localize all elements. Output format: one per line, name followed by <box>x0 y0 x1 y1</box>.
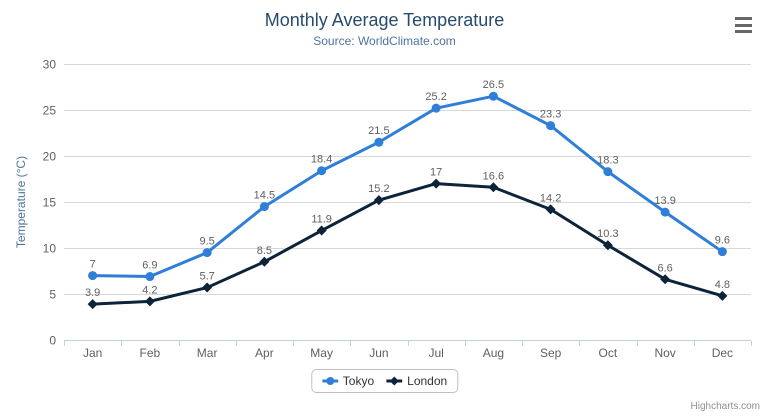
y-axis-tick-label: 15 <box>43 196 57 210</box>
legend-label-tokyo: Tokyo <box>342 374 375 388</box>
series-london: 3.9 4.2 5.7 8.5 11.9 15.2 17 16.6 14.2 10.3 6.6 4.8 <box>85 167 730 310</box>
data-label: 9.6 <box>715 235 730 247</box>
x-axis-tick-label: Jun <box>369 346 388 360</box>
data-label: 18.4 <box>311 154 332 166</box>
point-london-jul[interactable] <box>431 178 442 189</box>
x-axis-tick-label: Oct <box>599 346 618 360</box>
point-london-jan[interactable] <box>87 299 98 310</box>
point-tokyo-nov[interactable] <box>660 207 670 217</box>
data-label: 23.3 <box>540 109 561 121</box>
data-label: 18.3 <box>597 155 618 167</box>
series-line-tokyo[interactable] <box>92 94 724 279</box>
y-axis-tick-label: 30 <box>43 58 57 72</box>
data-label: 6.9 <box>142 260 157 272</box>
x-axis-tick-label: Nov <box>654 346 675 360</box>
legend-diamond-icon <box>386 376 403 386</box>
point-london-feb[interactable] <box>144 296 155 307</box>
data-label: 13.9 <box>654 195 675 207</box>
hamburger-icon-bar <box>735 30 752 33</box>
chart-context-menu-button[interactable] <box>733 16 754 34</box>
y-axis-title: Temperature (°C) <box>14 156 28 248</box>
x-axis-tick-label: Jan <box>83 346 102 360</box>
data-label: 6.6 <box>657 262 672 274</box>
y-axis-tick-label: 0 <box>49 334 56 348</box>
point-tokyo-aug[interactable] <box>488 91 498 101</box>
data-label: 8.5 <box>257 245 272 257</box>
data-label: 25.2 <box>425 91 446 103</box>
point-london-mar[interactable] <box>202 282 213 293</box>
y-axis-tick-label: 25 <box>43 104 57 118</box>
legend: Tokyo London <box>310 369 459 393</box>
data-label: 26.5 <box>483 79 504 91</box>
legend-item-tokyo[interactable]: Tokyo <box>321 374 375 388</box>
x-axis-tick-label: Aug <box>483 346 504 360</box>
point-tokyo-jul[interactable] <box>431 103 441 113</box>
x-axis-tick-label: Feb <box>140 346 161 360</box>
data-label: 7 <box>90 259 96 271</box>
point-tokyo-sep[interactable] <box>546 121 556 131</box>
x-axis-tick-label: Sep <box>540 346 562 360</box>
series-line-london[interactable] <box>92 182 723 306</box>
data-label: 17 <box>430 167 442 179</box>
x-axis-tick-label: Apr <box>255 346 274 360</box>
point-tokyo-may[interactable] <box>317 166 327 176</box>
x-axis-tick-label: May <box>310 346 333 360</box>
y-axis-tick-label: 10 <box>43 242 57 256</box>
data-label: 16.6 <box>483 170 504 182</box>
data-label: 3.9 <box>85 287 100 299</box>
data-label: 9.5 <box>199 236 214 248</box>
x-axis-tick-label: Mar <box>197 346 218 360</box>
legend-circle-icon <box>321 377 338 385</box>
hamburger-icon-bar <box>735 23 752 27</box>
point-london-apr[interactable] <box>259 256 270 267</box>
point-tokyo-mar[interactable] <box>202 248 212 258</box>
y-axis-tick-label: 5 <box>49 288 56 302</box>
point-london-jun[interactable] <box>373 195 384 206</box>
credits-link[interactable]: Highcharts.com <box>690 401 760 412</box>
x-axis-tick-label: Dec <box>712 346 733 360</box>
data-label: 10.3 <box>597 228 618 240</box>
point-tokyo-jan[interactable] <box>88 271 98 281</box>
point-london-aug[interactable] <box>488 182 499 193</box>
point-london-may[interactable] <box>316 225 327 236</box>
point-london-dec[interactable] <box>717 290 728 301</box>
data-label: 21.5 <box>368 125 389 137</box>
hamburger-icon-bar <box>735 17 752 20</box>
data-label: 11.9 <box>311 214 332 226</box>
legend-item-london[interactable]: London <box>386 374 447 388</box>
point-tokyo-jun[interactable] <box>374 137 384 147</box>
point-london-nov[interactable] <box>660 274 671 285</box>
legend-label-london: London <box>407 374 448 388</box>
data-label: 4.8 <box>715 279 730 291</box>
point-tokyo-oct[interactable] <box>603 167 613 177</box>
data-label: 15.2 <box>368 183 389 195</box>
x-axis-tick-label: Jul <box>428 346 443 360</box>
data-label: 4.2 <box>142 284 157 296</box>
point-london-sep[interactable] <box>545 204 556 215</box>
data-label: 14.5 <box>254 190 275 202</box>
chart-subtitle: Source: WorldClimate.com <box>313 34 456 48</box>
y-axis-tick-label: 20 <box>43 150 57 164</box>
point-london-oct[interactable] <box>602 240 613 251</box>
point-tokyo-feb[interactable] <box>145 272 155 282</box>
series-tokyo: 7 6.9 9.5 14.5 18.4 21.5 25.2 26.5 23.3 18.3 13.9 9… <box>88 79 730 282</box>
data-label: 5.7 <box>199 271 214 283</box>
point-tokyo-apr[interactable] <box>259 202 269 212</box>
chart-title: Monthly Average Temperature <box>264 10 505 30</box>
point-tokyo-dec[interactable] <box>717 247 727 257</box>
data-label: 14.2 <box>540 192 561 204</box>
